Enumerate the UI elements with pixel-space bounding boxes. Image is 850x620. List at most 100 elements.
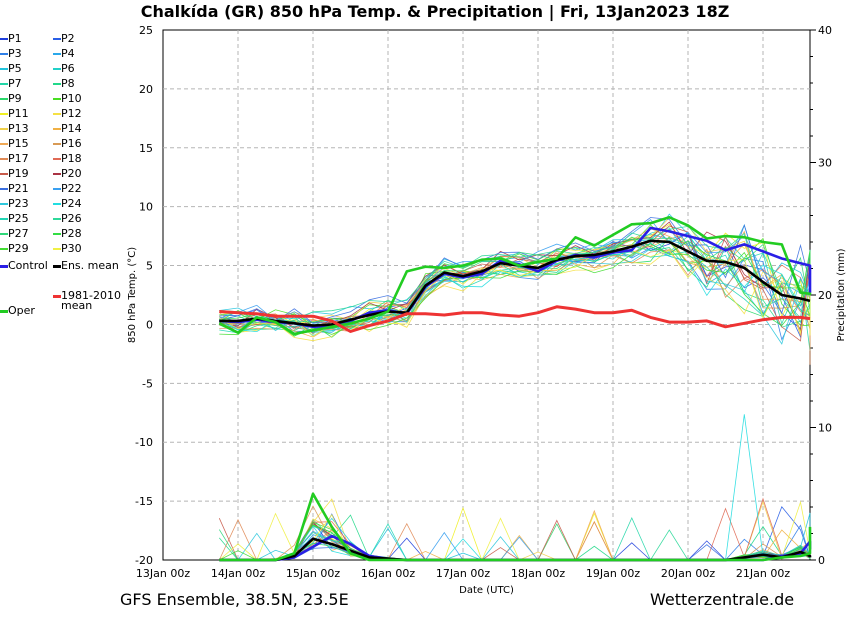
y-tick-label: -15 xyxy=(135,495,153,508)
legend-swatch xyxy=(53,233,61,235)
x-tick-label: 17Jan 00z xyxy=(436,567,490,580)
legend-swatch xyxy=(0,264,8,268)
member-precip-line xyxy=(219,509,811,561)
legend-label: P28 xyxy=(61,227,82,240)
y2-axis-label: Precipitation (mm) xyxy=(836,248,847,341)
y-tick-label: -5 xyxy=(142,377,153,390)
x-tick-label: 15Jan 00z xyxy=(286,567,340,580)
legend-label: P29 xyxy=(8,242,29,255)
member-temp-line xyxy=(219,218,811,324)
legend-swatch xyxy=(0,233,8,235)
legend-label: P23 xyxy=(8,197,29,210)
legend-swatch xyxy=(0,98,8,100)
legend-label: P16 xyxy=(61,137,82,150)
legend-label: P6 xyxy=(61,62,75,75)
legend-swatch xyxy=(53,98,61,100)
legend-swatch xyxy=(53,128,61,130)
series-precip-oper xyxy=(219,492,812,562)
legend-label: P2 xyxy=(61,32,75,45)
legend-swatch xyxy=(53,173,61,175)
legend-label: P14 xyxy=(61,122,82,135)
y2-tick-label: 0 xyxy=(818,554,825,567)
member-temp-line xyxy=(219,213,811,320)
legend-label: P5 xyxy=(8,62,22,75)
legend-label: P17 xyxy=(8,152,29,165)
legend-swatch xyxy=(0,143,8,145)
y-tick-label: 15 xyxy=(139,142,153,155)
member-temp-line xyxy=(219,237,811,327)
x-tick-label: 21Jan 00z xyxy=(736,567,790,580)
legend-swatch xyxy=(53,83,61,85)
legend-swatch xyxy=(53,68,61,70)
legend-swatch xyxy=(0,68,8,70)
chart-title: Chalkída (GR) 850 hPa Temp. & Precipitat… xyxy=(140,2,730,21)
legend-label: P25 xyxy=(8,212,29,225)
y2-tick-label: 40 xyxy=(818,24,832,37)
legend-label: P4 xyxy=(61,47,75,60)
legend-label: P15 xyxy=(8,137,29,150)
legend-label: P9 xyxy=(8,92,22,105)
y2-tick-label: 30 xyxy=(818,157,832,170)
legend-label: P26 xyxy=(61,212,82,225)
legend-label: P8 xyxy=(61,77,75,90)
legend-swatch xyxy=(0,158,8,160)
y-axis-label: 850 hPa Temp. (°C) xyxy=(127,247,138,343)
legend-label: P22 xyxy=(61,182,82,195)
legend-swatch xyxy=(0,53,8,55)
legend-swatch xyxy=(53,38,61,40)
legend-label: Control xyxy=(8,258,48,272)
legend-swatch xyxy=(53,53,61,55)
member-temp-line xyxy=(219,248,811,342)
legend-swatch xyxy=(53,158,61,160)
y-tick-label: 20 xyxy=(139,83,153,96)
legend-label: P11 xyxy=(8,107,29,120)
legend-label: P18 xyxy=(61,152,82,165)
footer-source: Wetterzentrale.de xyxy=(650,590,795,609)
legend-swatch xyxy=(53,143,61,145)
legend-swatch xyxy=(0,113,8,115)
legend-swatch xyxy=(0,218,8,220)
legend-label: P12 xyxy=(61,107,82,120)
x-tick-label: 14Jan 00z xyxy=(211,567,265,580)
member-temp-line xyxy=(219,225,811,322)
legend-label: P27 xyxy=(8,227,29,240)
legend-label: P21 xyxy=(8,182,29,195)
legend-swatch xyxy=(0,173,8,175)
legend-swatch xyxy=(53,248,61,250)
legend-label: Oper xyxy=(8,303,35,317)
series-temp-oper xyxy=(218,216,812,336)
member-temp-line xyxy=(219,243,811,337)
legend-swatch xyxy=(0,83,8,85)
legend-swatch xyxy=(53,188,61,190)
footer-model-info: GFS Ensemble, 38.5N, 23.5E xyxy=(120,590,349,609)
legend-swatch xyxy=(53,218,61,220)
plot-frame xyxy=(162,29,811,561)
legend-label: P20 xyxy=(61,167,82,180)
legend-swatch xyxy=(53,203,61,205)
x-tick-label: 20Jan 00z xyxy=(661,567,715,580)
legend-swatch xyxy=(53,113,61,115)
x-tick-label: 13Jan 00z xyxy=(136,567,190,580)
legend-label: P30 xyxy=(61,242,82,255)
legend-swatch xyxy=(0,309,8,313)
y-tick-label: 25 xyxy=(139,24,153,37)
member-temp-line xyxy=(219,248,811,365)
x-tick-label: 16Jan 00z xyxy=(361,567,415,580)
member-temp-line xyxy=(219,217,811,330)
legend-swatch xyxy=(0,128,8,130)
y2-tick-label: 10 xyxy=(818,422,832,435)
legend-label: P3 xyxy=(8,47,22,60)
legend-swatch xyxy=(53,264,61,268)
x-tick-label: 19Jan 00z xyxy=(586,567,640,580)
legend-label: P13 xyxy=(8,122,29,135)
legend-swatch xyxy=(0,203,8,205)
legend-label-line1: 1981-2010 xyxy=(61,288,121,302)
member-temp-line xyxy=(219,250,811,337)
member-temp-line xyxy=(219,245,811,331)
legend-label: Ens. mean xyxy=(61,258,119,272)
y-tick-label: 10 xyxy=(139,201,153,214)
legend-label-line2: mean xyxy=(61,298,93,312)
y-tick-label: 5 xyxy=(146,260,153,273)
legend-label: 1981-2010 mean xyxy=(61,289,121,312)
